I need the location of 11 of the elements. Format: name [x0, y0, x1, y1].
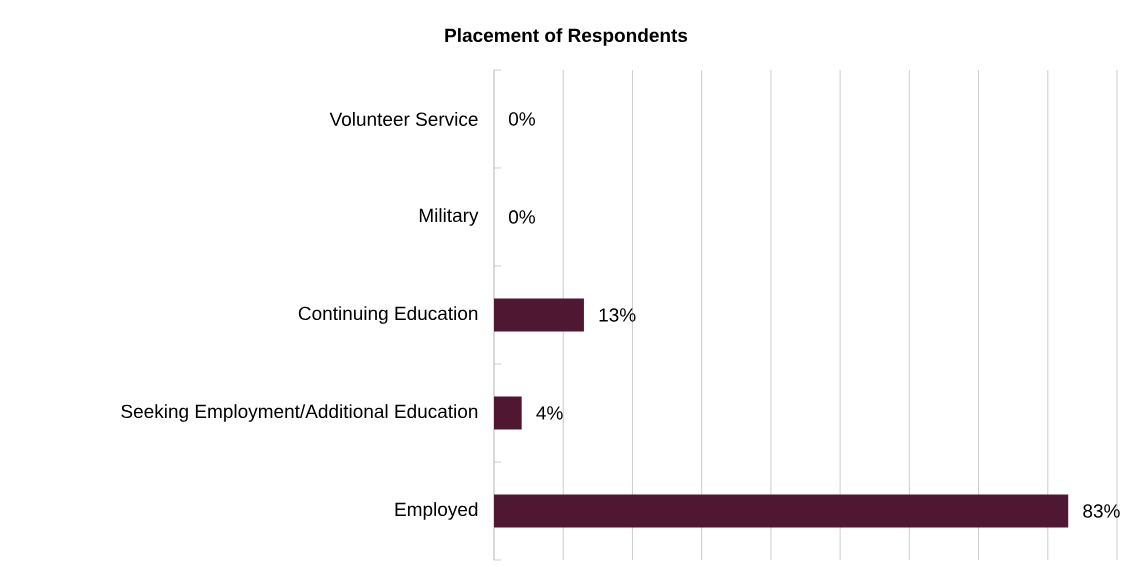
data-label: 13% — [599, 308, 636, 322]
y-tick-label: Continuing Education — [298, 306, 478, 324]
chart-title: Placement of Respondents — [445, 28, 688, 46]
data-label: 4% — [536, 406, 563, 420]
data-label: 0% — [508, 210, 535, 224]
data-label: 83% — [1083, 504, 1120, 518]
y-tick-label: Military — [419, 208, 479, 226]
data-label: 0% — [508, 112, 535, 126]
y-tick-label: Employed — [395, 502, 478, 520]
y-tick-label: Volunteer Service — [329, 112, 478, 127]
y-tick-label: Seeking Employment/Additional Education — [121, 404, 478, 422]
